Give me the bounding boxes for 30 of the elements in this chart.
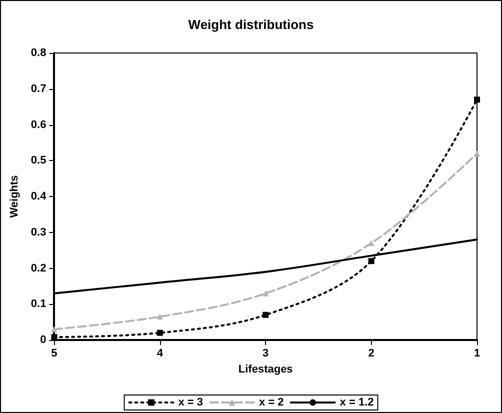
point xyxy=(262,312,269,318)
point xyxy=(368,240,374,246)
x-axis-title: Lifestages xyxy=(238,364,293,376)
x-tick-label: 1 xyxy=(474,348,480,360)
chart-title: Weight distributions xyxy=(188,17,314,32)
point xyxy=(156,314,163,320)
x-tick-label: 4 xyxy=(156,348,164,360)
y-tick-label: 0.5 xyxy=(30,154,46,167)
legend-label: x = 3 xyxy=(178,396,204,408)
y-tick-label: 0.1 xyxy=(30,298,46,310)
y-tick-label: 0.7 xyxy=(30,82,46,95)
point xyxy=(474,96,480,103)
point xyxy=(156,330,163,336)
y-tick-label: 0.8 xyxy=(30,47,46,59)
point xyxy=(262,290,269,296)
y-tick-label: 0.6 xyxy=(30,118,46,131)
y-tick-label: 0.2 xyxy=(30,262,46,274)
x-tick-label: 5 xyxy=(51,348,58,360)
x-tick-label: 3 xyxy=(262,348,269,360)
point xyxy=(51,334,58,340)
legend-label: x = 2 xyxy=(259,396,284,408)
y-tick-label: 0 xyxy=(40,334,46,346)
y-axis-title: Weights xyxy=(8,175,20,218)
y-tick-label: 0.4 xyxy=(30,190,48,202)
point xyxy=(51,326,58,332)
x-tick-label: 2 xyxy=(368,348,374,360)
point xyxy=(474,150,480,156)
legend-label: x = 1.2 xyxy=(340,396,374,408)
point xyxy=(368,258,374,264)
y-tick-label: 0.3 xyxy=(30,226,46,238)
